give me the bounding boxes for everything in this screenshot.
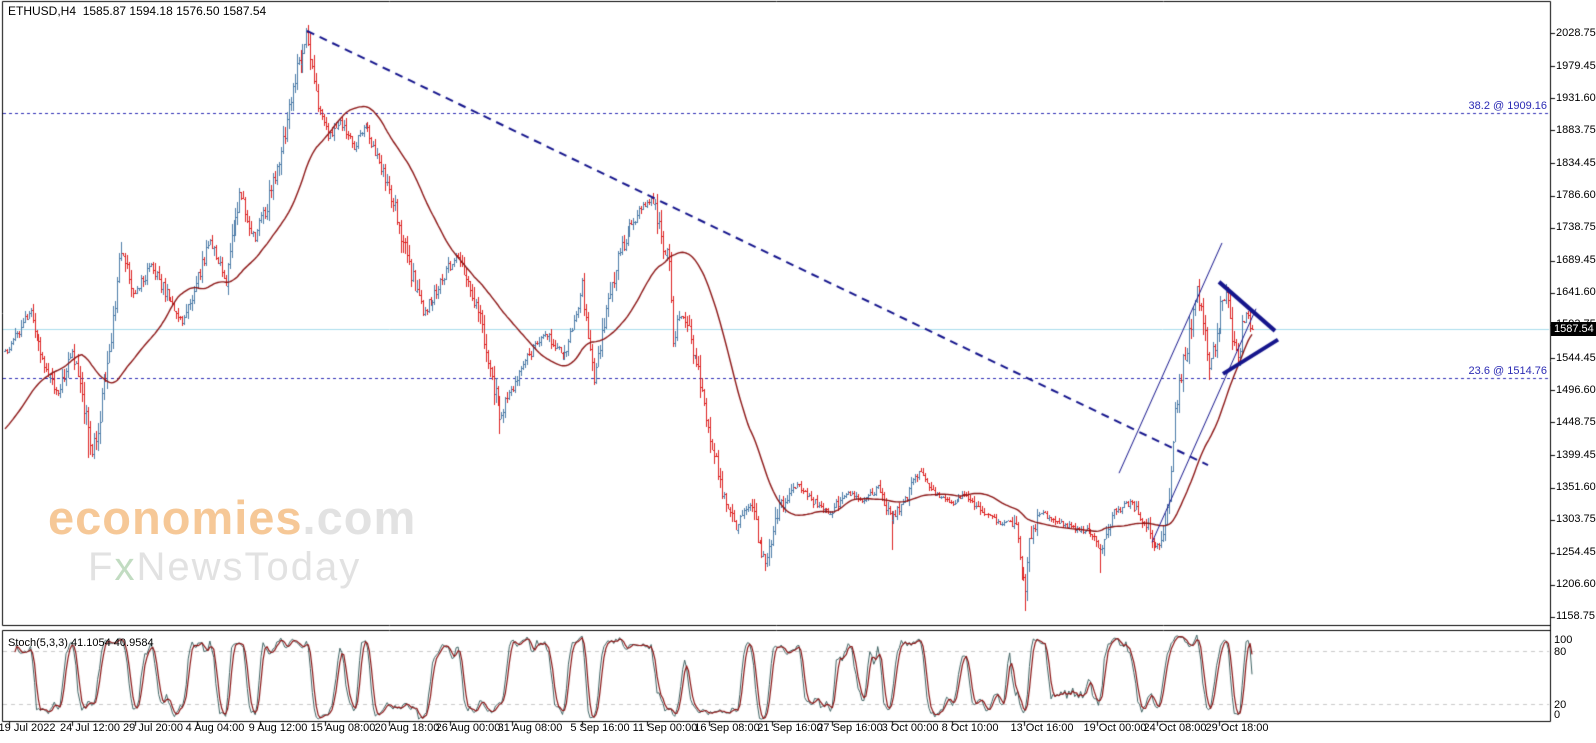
price-chart-canvas[interactable] <box>0 0 1596 743</box>
